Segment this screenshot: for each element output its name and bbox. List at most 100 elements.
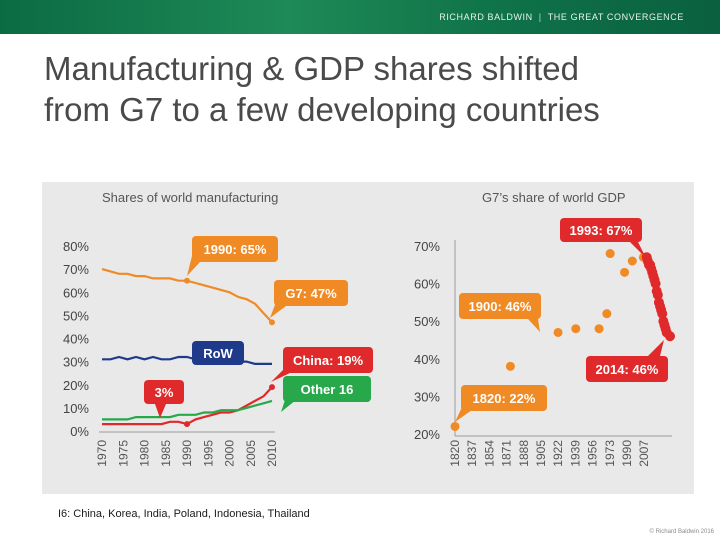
right-x-tick-label: 1837 [465, 440, 479, 467]
brand-separator: | [538, 12, 542, 22]
left-x-tick-label: 2005 [244, 440, 258, 467]
callout-g7-box [274, 280, 348, 306]
left-x-axis: 1970 1975 1980 1985 1990 1995 2000 2005 2010 [95, 440, 279, 467]
gdp-highlight-point [657, 308, 668, 319]
right-y-tick-label: 20% [414, 427, 440, 442]
gdp-highlight-point [665, 331, 675, 342]
callout-row-box [192, 341, 244, 365]
left-x-tick-label: 1995 [201, 440, 215, 467]
right-x-tick-label: 1973 [603, 440, 617, 467]
callout-1990-pointer [187, 256, 200, 276]
slide-title-line2: from G7 to a few developing countries [44, 91, 600, 128]
left-series-group [101, 268, 275, 428]
right-x-tick-label: 2007 [637, 440, 651, 467]
gdp-point [594, 324, 604, 334]
right-x-tick-label: 1939 [568, 440, 582, 467]
callout-g7-label: G7: 47% [285, 286, 337, 301]
gdp-point [505, 361, 515, 371]
gdp-point [605, 249, 615, 259]
right-points-group [450, 249, 675, 431]
gdp-point [553, 327, 563, 337]
row-series-line [102, 355, 272, 365]
right-y-tick-label: 40% [414, 352, 440, 367]
gdp-point [571, 324, 581, 334]
gdp-highlight-point [650, 278, 661, 289]
right-x-tick-label: 1888 [517, 440, 531, 467]
left-x-tick-label: 1975 [116, 440, 130, 467]
callout-other16: Other 16 [281, 376, 371, 412]
footnote: I6: China, Korea, India, Poland, Indones… [58, 508, 310, 520]
brand-subtitle: THE GREAT CONVERGENCE [547, 12, 684, 22]
right-x-tick-label: 1854 [482, 440, 496, 467]
callout-1993: 1993: 67% [560, 218, 646, 258]
callout-1990: 1990: 65% [187, 236, 278, 276]
callout-other16-box [283, 376, 371, 402]
right-x-tick-label: 1956 [586, 440, 600, 467]
gdp-point [450, 421, 460, 431]
callout-3pct-label: 3% [155, 385, 174, 400]
gdp-chart: G7’s share of world GDP 20% 30% 40% 50% 60% 7… [414, 190, 675, 467]
gdp-highlight-point [652, 289, 663, 300]
callout-1820-box [461, 385, 547, 411]
callout-other16-pointer [281, 397, 296, 412]
gdp-point [620, 267, 630, 277]
left-chart-title: Shares of world manufacturing [102, 190, 278, 205]
g7-1990-marker [184, 277, 190, 284]
left-y-tick-label: 0% [70, 424, 89, 439]
right-x-tick-label: 1922 [551, 440, 565, 467]
callout-1820-label: 1820: 22% [473, 391, 536, 406]
left-y-tick-label: 30% [63, 355, 89, 370]
slide-title: Manufacturing & GDP shares shifted from … [44, 48, 704, 130]
left-y-tick-label: 10% [63, 401, 89, 416]
callout-china-pointer [271, 368, 292, 382]
left-y-tick-label: 70% [63, 262, 89, 277]
right-x-axis: 1820 1837 1854 1871 1888 1905 1922 1939 1956 1973… [448, 440, 651, 467]
g7-series-line [101, 268, 273, 324]
callout-3pct-box [144, 380, 184, 404]
gdp-point [602, 309, 612, 319]
left-x-tick-label: 1990 [180, 440, 194, 467]
callout-1993-box [560, 218, 642, 242]
left-y-tick-label: 20% [63, 378, 89, 393]
gdp-point [627, 256, 637, 266]
callout-row-label: RoW [203, 346, 233, 361]
callout-1990-box [192, 236, 278, 262]
callout-g7: G7: 47% [270, 280, 348, 318]
left-y-axis: 0% 10% 20% 30% 40% 50% 60% 70% 80% [63, 239, 89, 439]
callout-1993-pointer [630, 242, 646, 258]
callout-1900-pointer [528, 319, 540, 332]
right-y-tick-label: 70% [414, 239, 440, 254]
left-y-tick-label: 60% [63, 285, 89, 300]
left-y-tick-label: 40% [63, 332, 89, 347]
callout-2014-pointer [648, 340, 664, 356]
left-y-tick-label: 50% [63, 308, 89, 323]
callout-china-box [283, 347, 373, 373]
g7-2010-marker [269, 319, 275, 326]
left-x-tick-label: 2000 [223, 440, 237, 467]
callout-other16-label: Other 16 [301, 382, 354, 397]
copyright: © Richard Baldwin 2016 [649, 529, 714, 535]
brand-name: RICHARD BALDWIN [439, 12, 533, 22]
right-x-tick-label: 1871 [500, 440, 514, 467]
other16-series-line [102, 399, 273, 421]
callout-2014: 2014: 46% [586, 340, 668, 382]
callout-1990-label: 1990: 65% [204, 242, 267, 257]
callout-1820: 1820: 22% [455, 385, 547, 422]
right-x-tick-label: 1905 [534, 440, 548, 467]
header-bar: RICHARD BALDWIN | THE GREAT CONVERGENCE [0, 0, 720, 34]
manufacturing-chart: Shares of world manufacturing 0% 10% 20% 30… [63, 190, 373, 467]
slide-title-line1: Manufacturing & GDP shares shifted [44, 50, 579, 87]
callout-china-label: China: 19% [293, 353, 364, 368]
right-y-axis: 20% 30% 40% 50% 60% 70% [414, 239, 440, 442]
left-x-tick-label: 1980 [138, 440, 152, 467]
callout-1820-pointer [455, 405, 472, 422]
callout-1993-label: 1993: 67% [570, 223, 633, 238]
callout-3pct: 3% [144, 380, 184, 418]
left-y-tick-label: 80% [63, 239, 89, 254]
right-chart-title: G7’s share of world GDP [482, 190, 626, 205]
callout-g7-pointer [270, 302, 286, 318]
right-y-tick-label: 60% [414, 277, 440, 292]
callout-row: RoW [192, 341, 244, 365]
callout-1900-box [459, 293, 541, 319]
